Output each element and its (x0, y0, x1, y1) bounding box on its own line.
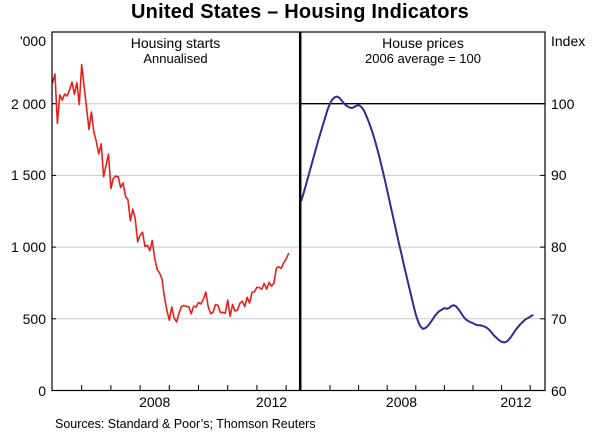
y-tick-label: 60 (551, 382, 567, 399)
y-tick-label: 80 (551, 239, 567, 256)
y-tick-label: 2 000 (10, 95, 46, 112)
right-panel-title: House prices (382, 35, 464, 51)
y-tick-label: 70 (551, 310, 567, 327)
y-tick-label: 100 (551, 95, 575, 112)
right-panel-subtitle: 2006 average = 100 (364, 51, 482, 66)
house-prices-line (300, 95, 534, 344)
left-panel-subtitle: Annualised (143, 51, 208, 66)
left-panel-title: Housing starts (130, 35, 221, 51)
x-tick-label: 2008 (139, 394, 171, 410)
sources-note: Sources: Standard & Poor’s; Thomson Reut… (55, 417, 316, 431)
chart-title: United States – Housing Indicators (131, 1, 469, 23)
y-tick-label: 1 500 (10, 167, 46, 184)
x-tick-label: 2012 (255, 394, 288, 410)
x-tick-label: 2008 (385, 394, 418, 410)
plot-frame (51, 31, 546, 392)
y-tick-label: 500 (22, 310, 46, 327)
x-tick-label: 2012 (500, 394, 532, 410)
housing-starts-line (51, 63, 290, 323)
y-tick-label: 90 (551, 167, 567, 184)
right-axis-unit-label: Index (551, 33, 586, 49)
left-axis-unit-label: '000 (19, 33, 46, 49)
y-tick-label: 1 000 (10, 239, 46, 256)
y-tick-label: 0 (38, 382, 46, 399)
